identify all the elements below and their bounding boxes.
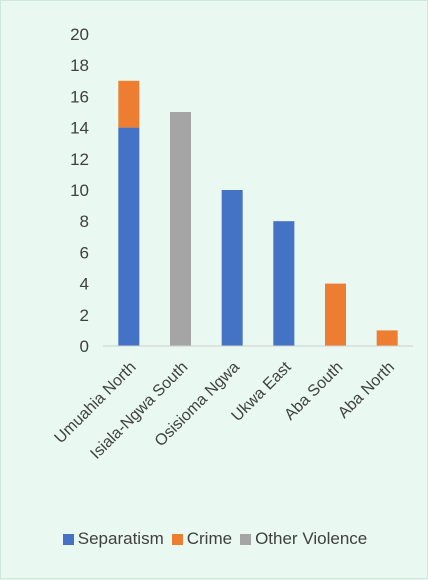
- legend-swatch-separatism: [62, 533, 74, 545]
- bar-separatism: [273, 221, 295, 346]
- bar-separatism: [118, 127, 140, 346]
- bar-crime: [325, 283, 346, 346]
- legend-swatch-other-violence: [240, 533, 252, 545]
- bar-other-violence: [170, 112, 191, 346]
- y-tick-label: 2: [80, 306, 89, 325]
- x-tick-label: Aba North: [335, 359, 398, 422]
- y-tick-label: 10: [70, 181, 89, 200]
- y-tick-label: 20: [70, 25, 89, 44]
- legend-swatch-crime: [171, 533, 183, 545]
- legend: Separatism Crime Other Violence: [1, 529, 428, 549]
- y-tick-label: 18: [70, 56, 89, 75]
- y-tick-label: 14: [70, 119, 89, 138]
- legend-item-crime: Crime: [171, 529, 233, 549]
- y-tick-label: 8: [80, 212, 89, 231]
- legend-label-crime: Crime: [186, 529, 233, 548]
- bar-separatism: [221, 190, 243, 346]
- legend-item-separatism: Separatism: [62, 529, 164, 549]
- y-tick-label: 12: [70, 150, 89, 169]
- y-axis-ticks: 0 2 4 6 8 10 12 14 16 18 20: [70, 25, 89, 356]
- y-tick-label: 16: [70, 87, 89, 106]
- y-tick-label: 4: [80, 275, 89, 294]
- legend-label-separatism: Separatism: [77, 529, 164, 548]
- bar-crime: [376, 330, 398, 346]
- bar-crime: [118, 80, 140, 128]
- bars: [118, 80, 398, 346]
- legend-label-other-violence: Other Violence: [255, 529, 368, 548]
- y-tick-label: 6: [80, 243, 89, 262]
- x-tick-label: Isiala-Ngwa South: [87, 359, 191, 463]
- legend-item-other-violence: Other Violence: [240, 529, 367, 549]
- y-tick-label: 0: [80, 337, 89, 356]
